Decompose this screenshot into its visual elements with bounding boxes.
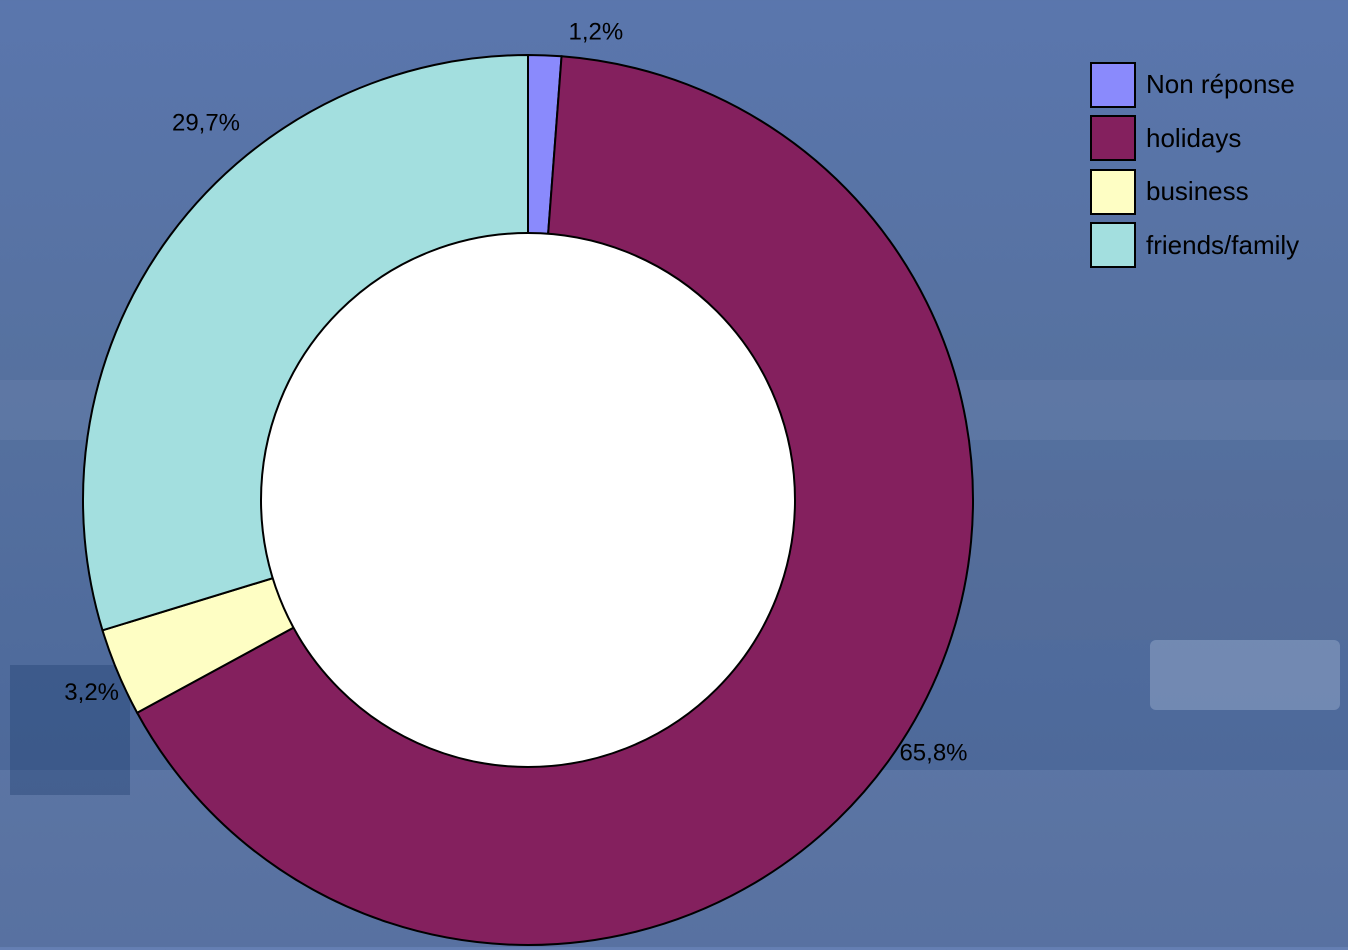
background-sign xyxy=(10,665,130,795)
data-label-friends-family: 29,7% xyxy=(172,110,240,137)
background-terminal xyxy=(900,470,1348,640)
legend-item: business xyxy=(1090,165,1299,219)
legend-label: business xyxy=(1146,176,1249,207)
legend-item: holidays xyxy=(1090,112,1299,166)
legend-swatch xyxy=(1090,61,1136,108)
legend-label: Non réponse xyxy=(1146,69,1295,100)
legend-swatch xyxy=(1090,222,1136,269)
legend-swatch xyxy=(1090,115,1136,162)
legend-item: friends/family xyxy=(1090,219,1299,273)
donut-hole xyxy=(260,232,796,768)
legend-swatch xyxy=(1090,168,1136,215)
data-label-holidays: 65,8% xyxy=(899,739,967,766)
data-label-non-r-ponse: 1,2% xyxy=(568,18,623,45)
legend: Non réponse holidays business friends/famil… xyxy=(1090,58,1299,272)
data-label-business: 3,2% xyxy=(64,679,119,706)
legend-item: Non réponse xyxy=(1090,58,1299,112)
legend-label: friends/family xyxy=(1146,229,1300,260)
background-truck xyxy=(1150,640,1340,710)
legend-label: holidays xyxy=(1146,122,1242,153)
